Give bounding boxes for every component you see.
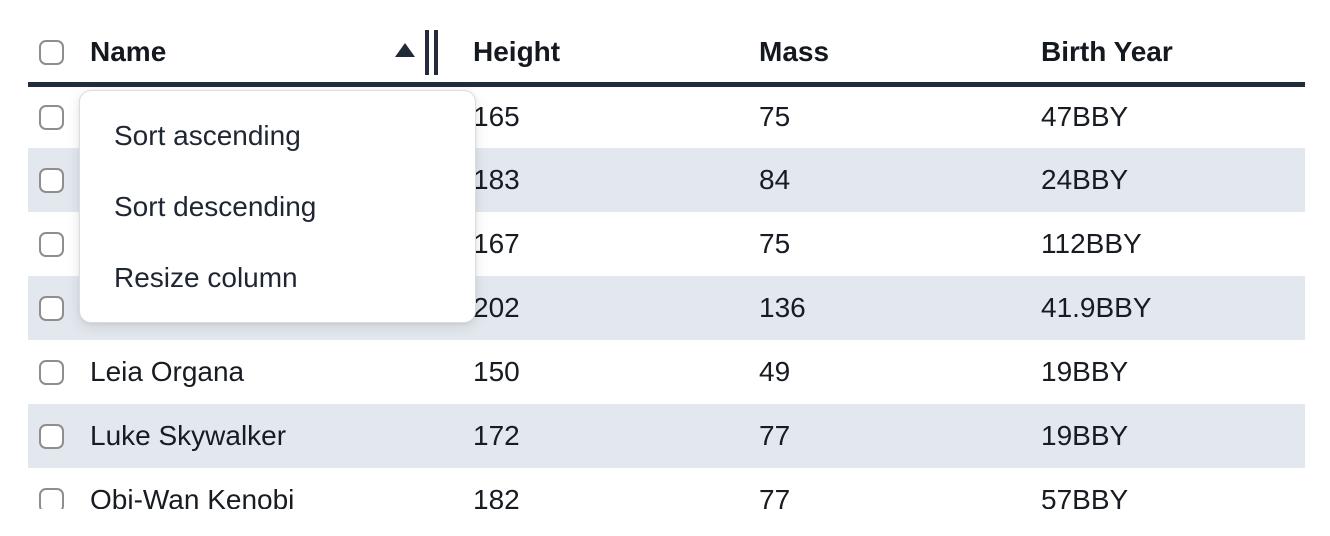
column-header-name[interactable]: Name bbox=[78, 0, 460, 87]
cell-birth-year: 47BBY bbox=[1041, 101, 1129, 133]
cell-height: 165 bbox=[473, 101, 520, 133]
cell-mass: 49 bbox=[759, 356, 791, 387]
table-row: Leia Organa 150 49 19BBY bbox=[28, 340, 1305, 404]
cell-mass: 77 bbox=[746, 404, 1028, 468]
sort-ascending-icon bbox=[395, 43, 415, 57]
row-select-cell bbox=[28, 276, 78, 340]
row-checkbox[interactable] bbox=[39, 359, 64, 385]
select-all-checkbox[interactable] bbox=[39, 39, 64, 65]
menu-item-resize-column[interactable]: Resize column bbox=[114, 261, 298, 293]
cell-height: 183 bbox=[460, 148, 746, 212]
row-checkbox[interactable] bbox=[39, 231, 64, 257]
column-label-birth-year: Birth Year bbox=[1041, 36, 1173, 68]
column-header-birth-year[interactable]: Birth Year bbox=[1028, 0, 1305, 87]
row-select-cell bbox=[28, 340, 78, 404]
row-checkbox[interactable] bbox=[39, 167, 64, 193]
data-table-viewport: Name Height Mass Birth Year bbox=[28, 0, 1305, 509]
table-body: 165 75 47BBY 183 84 24BBY 167 75 112BBY … bbox=[28, 84, 1305, 509]
column-label-mass: Mass bbox=[759, 36, 830, 68]
data-table: Name Height Mass Birth Year bbox=[28, 0, 1305, 509]
cell-name: Leia Organa bbox=[90, 356, 245, 387]
cell-mass: 75 bbox=[759, 101, 791, 133]
row-checkbox[interactable] bbox=[39, 423, 64, 449]
cell-mass: 77 bbox=[759, 484, 791, 509]
menu-item-sort-descending[interactable]: Sort descending bbox=[114, 190, 317, 222]
column-resize-handle-icon[interactable] bbox=[425, 30, 429, 75]
column-resize-handle-icon[interactable] bbox=[434, 30, 438, 75]
cell-name: Obi-Wan Kenobi bbox=[90, 484, 295, 509]
column-header-height[interactable]: Height bbox=[460, 0, 746, 87]
cell-birth-year: 41.9BBY bbox=[1028, 276, 1305, 340]
row-checkbox[interactable] bbox=[39, 487, 64, 509]
cell-birth-year: 112BBY bbox=[1041, 228, 1142, 259]
row-checkbox[interactable] bbox=[39, 104, 64, 130]
row-select-cell bbox=[28, 468, 78, 509]
cell-birth-year: 19BBY bbox=[1028, 404, 1305, 468]
table-row: 165 75 47BBY bbox=[28, 84, 1305, 148]
cell-height: 172 bbox=[460, 404, 746, 468]
column-context-menu: Sort ascending Sort descending Resize co… bbox=[79, 90, 476, 323]
table-row: Obi-Wan Kenobi 182 77 57BBY bbox=[28, 468, 1305, 509]
cell-height: 150 bbox=[473, 356, 520, 387]
cell-height: 202 bbox=[460, 276, 746, 340]
column-label-height: Height bbox=[473, 36, 561, 68]
row-select-cell bbox=[28, 404, 78, 468]
cell-birth-year: 24BBY bbox=[1028, 148, 1305, 212]
column-header-mass[interactable]: Mass bbox=[746, 0, 1028, 87]
table-row: 167 75 112BBY bbox=[28, 212, 1305, 276]
row-select-cell bbox=[28, 212, 78, 276]
menu-item-sort-ascending[interactable]: Sort ascending bbox=[114, 119, 301, 151]
select-all-cell bbox=[28, 0, 78, 87]
cell-mass: 75 bbox=[759, 228, 791, 259]
column-label-name: Name bbox=[90, 36, 167, 68]
row-select-cell bbox=[28, 148, 78, 212]
cell-birth-year: 57BBY bbox=[1041, 484, 1129, 509]
row-select-cell bbox=[28, 84, 78, 148]
cell-birth-year: 19BBY bbox=[1041, 356, 1129, 387]
cell-height: 182 bbox=[473, 484, 520, 509]
cell-name: Luke Skywalker bbox=[78, 404, 460, 468]
cell-mass: 84 bbox=[746, 148, 1028, 212]
row-checkbox[interactable] bbox=[39, 295, 64, 321]
cell-height: 167 bbox=[473, 228, 520, 259]
header-row: Name Height Mass Birth Year bbox=[28, 0, 1305, 87]
table-row: Luke Skywalker 172 77 19BBY bbox=[28, 404, 1305, 468]
cell-mass: 136 bbox=[746, 276, 1028, 340]
